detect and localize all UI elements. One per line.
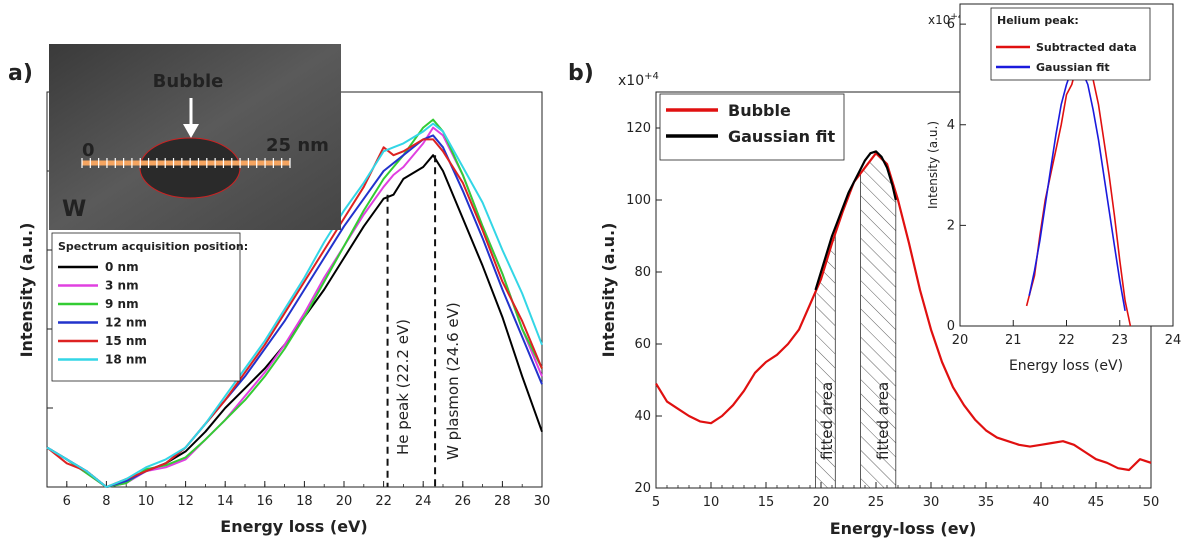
panel-b-multiplier: x10+4 — [618, 71, 659, 89]
scale-start-label: 0 — [82, 140, 95, 161]
y-tick-label: 4 — [947, 118, 955, 133]
x-tick-label: 20 — [952, 333, 969, 348]
bubble-label: Bubble — [153, 71, 224, 92]
x-tick-label: 23 — [1111, 333, 1128, 348]
y-tick-label: 40 — [634, 409, 651, 424]
legend-title: Spectrum acquisition position: — [58, 240, 248, 253]
y-tick-label: 2 — [947, 218, 955, 233]
fitted-area-label-1: fitted area — [818, 382, 836, 460]
x-tick-label: 30 — [923, 495, 940, 510]
panel-b-legend: Bubble Gaussian fit — [659, 93, 845, 161]
element-label: W — [62, 197, 86, 222]
panel-a-label: a) — [8, 61, 33, 86]
x-tick-label: 18 — [296, 494, 313, 509]
bubble-arrow-head — [183, 124, 199, 138]
legend-label-15-nm: 15 nm — [105, 334, 147, 348]
series-line-18-nm — [46, 122, 543, 488]
x-tick-label: 25 — [868, 495, 885, 510]
y-tick-label: 80 — [634, 265, 651, 280]
panel-a-xlabel: Energy loss (eV) — [220, 517, 367, 536]
x-tick-label: 16 — [257, 494, 274, 509]
panel-a: a) 6 8 10 12 14 16 18 20 22 24 26 28 30 He peak (22.… — [8, 44, 550, 536]
fitted-area-label-2: fitted area — [874, 382, 892, 460]
x-tick-label: 28 — [494, 494, 511, 509]
x-tick-label: 20 — [336, 494, 353, 509]
legend-label-gaussian-fit: Gaussian fit — [728, 127, 835, 146]
x-tick-label: 20 — [813, 495, 830, 510]
x-tick-label: 24 — [415, 494, 432, 509]
x-tick-label: 50 — [1143, 495, 1160, 510]
scale-end-label: 25 nm — [266, 135, 329, 156]
w-plasmon-label: W plasmon (24.6 eV) — [444, 302, 462, 460]
x-tick-label: 10 — [703, 495, 720, 510]
y-tick-label: 6 — [947, 17, 955, 32]
scale-bar-ticks — [81, 158, 291, 168]
series-line-bubble — [655, 152, 1152, 472]
inset-xlabel: Energy loss (eV) — [1009, 358, 1123, 374]
y-tick-label: 120 — [626, 121, 651, 136]
inset-legend: Helium peak: Subtracted data Gaussian fit — [990, 7, 1151, 81]
x-tick-label: 22 — [1058, 333, 1075, 348]
x-tick-label: 26 — [455, 494, 472, 509]
panel-a-ylabel: Intensity (a.u.) — [17, 223, 36, 358]
he-peak-label: He peak (22.2 eV) — [394, 319, 412, 455]
panel-b-label: b) — [568, 61, 594, 86]
inset-ylabel: Intensity (a.u.) — [926, 121, 940, 209]
x-tick-label: 10 — [138, 494, 155, 509]
x-tick-label: 6 — [63, 494, 71, 509]
x-tick-label: 21 — [1005, 333, 1022, 348]
x-tick-label: 40 — [1033, 495, 1050, 510]
sem-inset-image: Bubble 0 25 nm W — [49, 44, 341, 230]
x-tick-label: 22 — [375, 494, 392, 509]
panel-b-ylabel: Intensity (a.u.) — [599, 223, 618, 358]
y-tick-label: 60 — [634, 337, 651, 352]
x-tick-label: 45 — [1088, 495, 1105, 510]
inset-legend-label-subtracted-data: Subtracted data — [1036, 41, 1137, 54]
inset-multiplier: x10+4 — [928, 12, 964, 27]
inset-legend-title: Helium peak: — [997, 14, 1079, 27]
legend-label-3-nm: 3 nm — [105, 279, 139, 293]
panel-a-series — [46, 118, 543, 488]
y-tick-label: 0 — [947, 319, 955, 334]
legend-label-18-nm: 18 nm — [105, 353, 147, 367]
x-tick-label: 12 — [177, 494, 194, 509]
legend-label-bubble: Bubble — [728, 101, 791, 120]
legend-label-12-nm: 12 nm — [105, 316, 147, 330]
legend-label-9-nm: 9 nm — [105, 297, 139, 311]
panel-b-series — [655, 150, 1152, 472]
series-line-gaussian-fit — [814, 150, 897, 291]
y-tick-label: 100 — [626, 193, 651, 208]
inset-legend-label-gaussian-fit: Gaussian fit — [1036, 61, 1110, 74]
series-line-15-nm — [46, 138, 543, 488]
x-tick-label: 8 — [102, 494, 110, 509]
x-tick-label: 14 — [217, 494, 234, 509]
panel-b: b) x10+4 5 10 15 20 25 30 35 40 45 50204060801001… — [568, 3, 1181, 538]
legend-label-0-nm: 0 nm — [105, 260, 139, 274]
x-tick-label: 24 — [1165, 333, 1181, 348]
x-tick-label: 30 — [534, 494, 551, 509]
panel-a-annotation-lines — [386, 155, 437, 487]
x-tick-label: 15 — [758, 495, 775, 510]
y-tick-label: 20 — [634, 481, 651, 496]
x-tick-label: 5 — [652, 495, 660, 510]
panel-a-legend: Spectrum acquisition position: 0 nm 3 nm 9… — [51, 232, 248, 382]
panel-b-xlabel: Energy-loss (ev) — [830, 519, 977, 538]
x-tick-label: 35 — [978, 495, 995, 510]
panel-a-x-ticks: 6 8 10 12 14 16 18 20 22 24 26 28 30 — [46, 91, 551, 509]
